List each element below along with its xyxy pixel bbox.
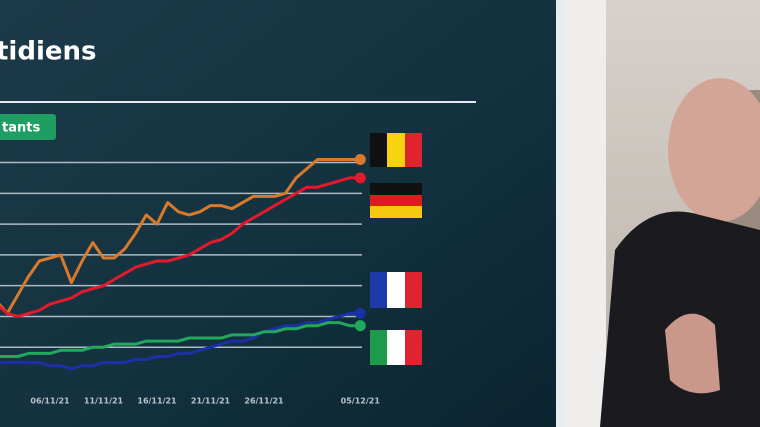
x-tick-label: 26/11/21 (244, 397, 284, 406)
subtitle-badge (0, 114, 56, 140)
end-dot (354, 307, 366, 319)
flag-italy (370, 330, 422, 365)
x-tick-label: 21/11/21 (191, 397, 231, 406)
plot: 06/11/21 11/11/21 16/11/21 21/11/21 26/11/21… (0, 153, 381, 406)
series-line (0, 311, 361, 371)
end-dot (354, 172, 366, 184)
x-tick-label: 16/11/21 (137, 397, 177, 406)
end-dot (354, 153, 366, 165)
end-dot (354, 320, 366, 332)
chart-panel (0, 0, 556, 427)
panel-border (556, 0, 566, 427)
x-tick-label: 05/12/21 (341, 397, 381, 406)
x-tick-label: 06/11/21 (30, 397, 70, 406)
chart-subtitle: tants (2, 121, 40, 136)
series-line (0, 158, 361, 315)
flags (370, 133, 422, 365)
x-tick-label: 11/11/21 (84, 397, 124, 406)
presenter-video (566, 0, 760, 427)
series-line (0, 176, 361, 318)
series-line (0, 321, 361, 358)
head (668, 78, 760, 222)
flag-belgium (370, 133, 422, 167)
window-blind (566, 0, 606, 427)
flag-france (370, 272, 422, 308)
flag-germany (370, 183, 422, 218)
hand (665, 313, 720, 394)
chart-title: tidiens (0, 37, 96, 67)
